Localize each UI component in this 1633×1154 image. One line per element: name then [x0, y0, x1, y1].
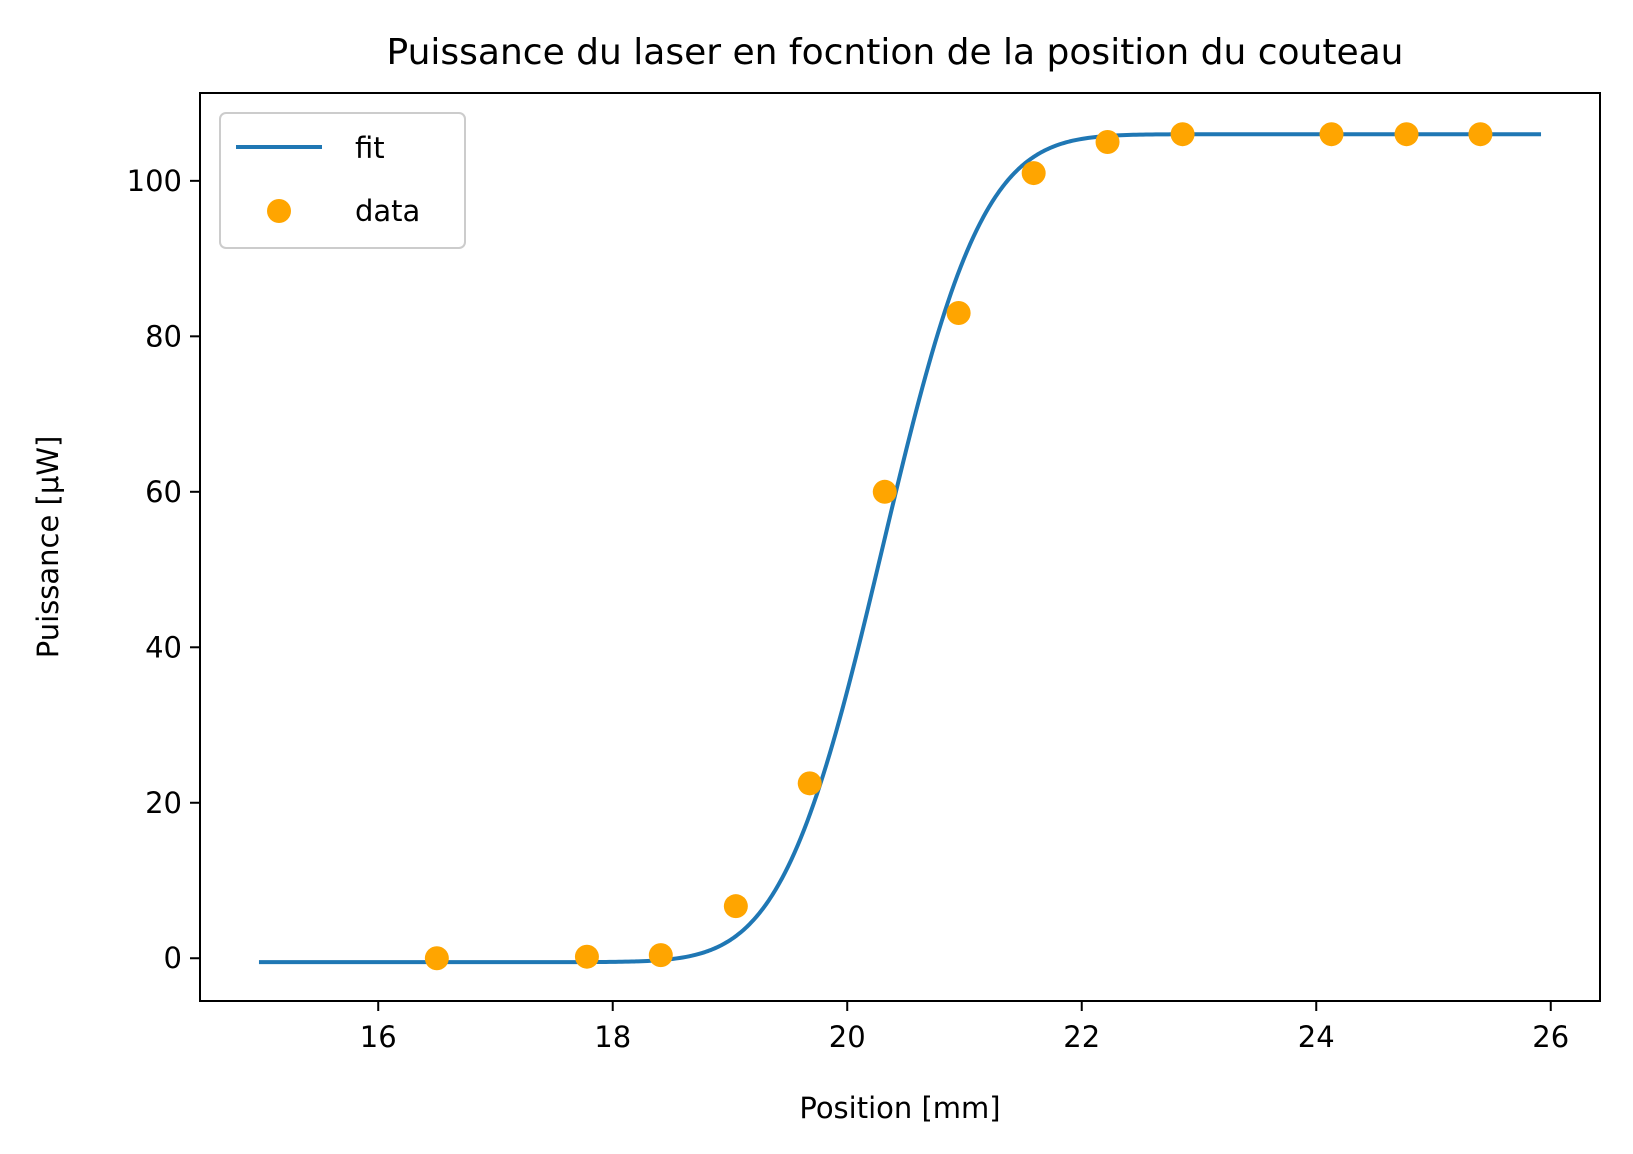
y-axis: 0 20 40 60 80 100: [127, 164, 200, 975]
axes-frame: [199, 92, 1601, 1002]
data-point: [1468, 122, 1493, 147]
data-point: [1170, 122, 1195, 147]
y-tick-label: 60: [145, 475, 182, 509]
x-axis: 16 18 20 22 24 26: [360, 1001, 1569, 1054]
data-point: [872, 479, 897, 504]
data-point: [797, 771, 822, 796]
y-tick-label: 20: [145, 786, 182, 820]
x-tick-label: 26: [1532, 1020, 1569, 1054]
x-tick-label: 20: [829, 1020, 866, 1054]
y-tick-label: 40: [145, 630, 182, 664]
chart-title: Puissance du laser en focntion de la pos…: [387, 32, 1404, 73]
x-axis-label: Position [mm]: [799, 1091, 1000, 1125]
legend-frame: [219, 112, 466, 249]
y-tick-label: 100: [127, 164, 182, 198]
data-point: [424, 946, 449, 971]
legend-data-label: data: [355, 194, 420, 228]
data-point: [723, 894, 748, 919]
data-point: [574, 944, 599, 969]
data-point: [1095, 129, 1120, 154]
data-point: [648, 943, 673, 968]
y-tick-label: 0: [164, 941, 182, 975]
legend-data-swatch: [267, 199, 291, 223]
data-series: [424, 122, 1493, 971]
x-tick-label: 18: [594, 1020, 631, 1054]
x-tick-label: 24: [1298, 1020, 1335, 1054]
data-point: [1319, 122, 1344, 147]
data-point: [946, 301, 971, 325]
legend-fit-label: fit: [355, 131, 385, 165]
legend: fit data: [219, 112, 466, 249]
y-tick-label: 80: [145, 319, 182, 353]
x-tick-label: 16: [360, 1020, 397, 1054]
data-point: [1394, 122, 1419, 147]
y-axis-label: Puissance [μW]: [31, 436, 65, 659]
data-point: [1021, 161, 1046, 186]
x-tick-label: 22: [1063, 1020, 1100, 1054]
